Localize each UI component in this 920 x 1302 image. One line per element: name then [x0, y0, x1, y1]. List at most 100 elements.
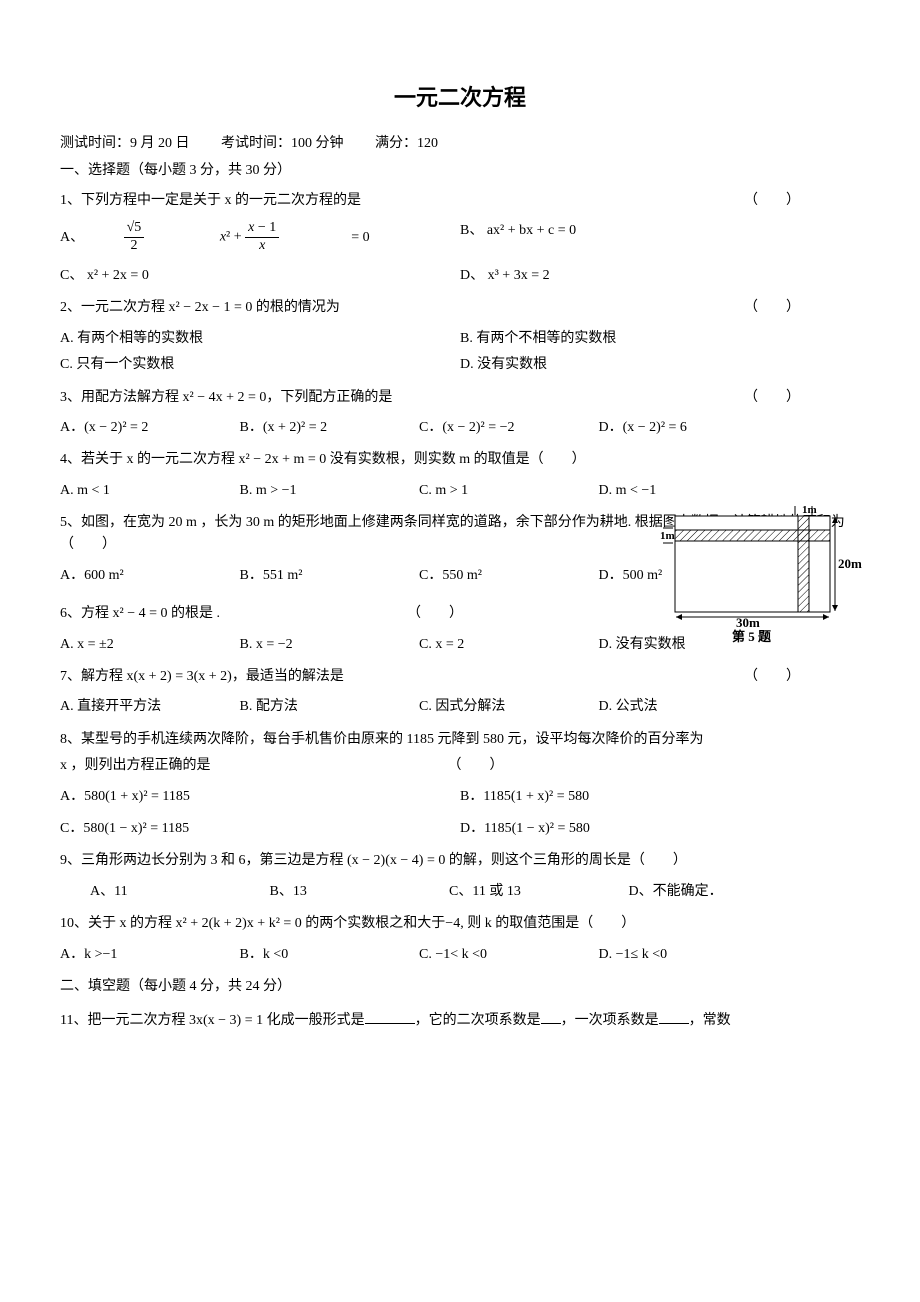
- q8-stem-b: x ，则列出方程正确的是: [60, 758, 211, 773]
- q8-optD: D．1185(1 − x)² = 580: [460, 818, 590, 840]
- duration-label: 考试时间：100 分钟: [221, 136, 344, 151]
- q11-mid1: ，它的二次项系数是: [415, 1013, 541, 1028]
- exam-meta: 测试时间：9 月 20 日 考试时间：100 分钟 满分：120: [60, 133, 860, 155]
- q11-mid2: ，一次项系数是: [561, 1013, 659, 1028]
- q9-stem: 9、三角形两边长分别为 3 和 6，第三边是方程 (x − 2)(x − 4) …: [60, 853, 687, 868]
- blank-3: [659, 1010, 689, 1024]
- diagram-caption: 第 5 题: [732, 629, 772, 644]
- q3-optC: C．(x − 2)² = −2: [419, 417, 559, 439]
- question-10: 10、关于 x 的方程 x² + 2(k + 2)x + k² = 0 的两个实…: [60, 913, 860, 935]
- q10-optB: B．k <0: [240, 944, 380, 966]
- q2-optB: B. 有两个不相等的实数根: [460, 328, 616, 350]
- q3-optD: D．(x − 2)² = 6: [599, 417, 739, 439]
- q8-paren: （ ）: [448, 758, 504, 773]
- q4-optD: D. m < −1: [599, 480, 739, 502]
- page-title: 一元二次方程: [60, 80, 860, 115]
- fraction-sqrt5-2: √52: [124, 220, 181, 255]
- q3-optA: A．(x − 2)² = 2: [60, 417, 200, 439]
- date-label: 测试时间：9 月 20 日: [60, 136, 190, 151]
- q1-options-row1: A、 √52 x² + x − 1x = 0 B、 ax² + bx + c =…: [60, 220, 860, 255]
- label-1m-top: 1m: [802, 504, 817, 516]
- question-2: 2、一元二次方程 x² − 2x − 1 = 0 的根的情况为 （ ）: [60, 297, 860, 319]
- q7-options: A. 直接开平方法 B. 配方法 C. 因式分解法 D. 公式法: [60, 696, 860, 718]
- q10-optA: A．k >−1: [60, 944, 200, 966]
- question-9: 9、三角形两边长分别为 3 和 6，第三边是方程 (x − 2)(x − 4) …: [60, 850, 860, 872]
- question-4: 4、若关于 x 的一元二次方程 x² − 2x + m = 0 没有实数根，则实…: [60, 449, 860, 471]
- label-1m-left: 1m: [660, 530, 675, 542]
- q7-stem: 7、解方程 x(x + 2) = 3(x + 2)，最适当的解法是: [60, 669, 344, 684]
- q1-options-row2: C、 x² + 2x = 0 D、 x³ + 3x = 2: [60, 265, 860, 287]
- q1-optD: D、 x³ + 3x = 2: [460, 265, 550, 287]
- q5-optA: A．600 m²: [60, 565, 200, 587]
- q6-optB: B. x = −2: [240, 634, 380, 656]
- section-1-heading: 一、选择题（每小题 3 分，共 30 分）: [60, 160, 860, 182]
- q2-paren: （ ）: [744, 297, 800, 319]
- q10-optC: C. −1< k <0: [419, 944, 559, 966]
- q1-optA: A、 √52 x² + x − 1x = 0: [60, 220, 406, 255]
- q11-mid3: ，常数: [689, 1013, 731, 1028]
- q10-options: A．k >−1 B．k <0 C. −1< k <0 D. −1≤ k <0: [60, 944, 860, 966]
- q3-stem: 3、用配方法解方程 x² − 4x + 2 = 0，下列配方正确的是: [60, 390, 392, 405]
- q10-stem: 10、关于 x 的方程 x² + 2(k + 2)x + k² = 0 的两个实…: [60, 916, 635, 931]
- q5-diagram: 1m 1m 20m 30m 第 5 题: [660, 504, 870, 652]
- q1-paren: （ ）: [744, 190, 800, 212]
- q6-stem: 6、方程 x² − 4 = 0 的根是 .: [60, 606, 220, 621]
- question-1: 1、下列方程中一定是关于 x 的一元二次方程的是 （ ）: [60, 190, 860, 212]
- q1-optA-eq: = 0: [351, 227, 369, 249]
- q2-optD: D. 没有实数根: [460, 354, 547, 376]
- q4-stem: 4、若关于 x 的一元二次方程 x² − 2x + m = 0 没有实数根，则实…: [60, 452, 586, 467]
- q7-optB: B. 配方法: [240, 696, 380, 718]
- question-11: 11、把一元二次方程 3x(x − 3) = 1 化成一般形式是 ，它的二次项系数…: [60, 1010, 860, 1032]
- q6-optC: C. x = 2: [419, 634, 559, 656]
- q9-optB: B、13: [270, 881, 410, 903]
- question-8: 8、某型号的手机连续两次降阶，每台手机售价由原来的 1185 元降到 580 元…: [60, 729, 860, 751]
- q8-optA: A．580(1 + x)² = 1185: [60, 786, 190, 808]
- q2-options-row1: A. 有两个相等的实数根 B. 有两个不相等的实数根: [60, 328, 860, 350]
- fraction-xm1-x: x − 1x: [245, 220, 315, 255]
- label-20m: 20m: [838, 556, 862, 571]
- q11-pre: 11、把一元二次方程 3x(x − 3) = 1 化成一般形式是: [60, 1013, 365, 1028]
- blank-2: [541, 1010, 561, 1024]
- q8-options-row1: A．580(1 + x)² = 1185 B．1185(1 + x)² = 58…: [60, 786, 860, 808]
- q8-optC: C．580(1 − x)² = 1185: [60, 818, 189, 840]
- q7-paren: （ ）: [744, 666, 800, 688]
- q7-optC: C. 因式分解法: [419, 696, 559, 718]
- q2-optC: C. 只有一个实数根: [60, 354, 174, 376]
- q8-options-row2: C．580(1 − x)² = 1185 D．1185(1 − x)² = 58…: [60, 818, 860, 840]
- q7-optA: A. 直接开平方法: [60, 696, 200, 718]
- section-2-heading: 二、填空题（每小题 4 分，共 24 分）: [60, 976, 860, 998]
- question-5: 5、如图，在宽为 20 m ，长为 30 m 的矩形地面上修建两条同样宽的道路，…: [60, 512, 860, 557]
- q1-optB: B、 ax² + bx + c = 0: [460, 220, 576, 242]
- q9-options: A、11 B、13 C、11 或 13 D、不能确定．: [90, 881, 860, 903]
- q2-options-row2: C. 只有一个实数根 D. 没有实数根: [60, 354, 860, 376]
- question-8b: x ，则列出方程正确的是 （ ）: [60, 755, 860, 777]
- q8-optB: B．1185(1 + x)² = 580: [460, 786, 589, 808]
- q4-options: A. m < 1 B. m > −1 C. m > 1 D. m < −1: [60, 480, 860, 502]
- q2-optA: A. 有两个相等的实数根: [60, 328, 203, 350]
- q3-paren: （ ）: [744, 387, 800, 409]
- q9-optA: A、11: [90, 881, 230, 903]
- q8-stem-a: 8、某型号的手机连续两次降阶，每台手机售价由原来的 1185 元降到 580 元…: [60, 732, 703, 747]
- question-3: 3、用配方法解方程 x² − 4x + 2 = 0，下列配方正确的是 （ ）: [60, 387, 860, 409]
- q5-optB: B．551 m²: [240, 565, 380, 587]
- q4-optA: A. m < 1: [60, 480, 200, 502]
- q9-optD: D、不能确定．: [629, 881, 769, 903]
- q1-optA-label: A、: [60, 227, 84, 249]
- q1-optC: C、 x² + 2x = 0: [60, 265, 149, 287]
- q9-optC: C、11 或 13: [449, 881, 589, 903]
- q4-optB: B. m > −1: [240, 480, 380, 502]
- q2-stem: 2、一元二次方程 x² − 2x − 1 = 0 的根的情况为: [60, 300, 340, 315]
- q3-options: A．(x − 2)² = 2 B．(x + 2)² = 2 C．(x − 2)²…: [60, 417, 860, 439]
- q5-optC: C．550 m²: [419, 565, 559, 587]
- blank-1: [365, 1010, 415, 1024]
- q10-optD: D. −1≤ k <0: [599, 944, 739, 966]
- q6-optA: A. x = ±2: [60, 634, 200, 656]
- q3-optB: B．(x + 2)² = 2: [240, 417, 380, 439]
- question-7: 7、解方程 x(x + 2) = 3(x + 2)，最适当的解法是 （ ）: [60, 666, 860, 688]
- q7-optD: D. 公式法: [599, 696, 739, 718]
- question-6: 6、方程 x² − 4 = 0 的根是 . （ ）: [60, 603, 860, 625]
- q6-paren: （ ）: [407, 606, 463, 621]
- fullmark-label: 满分：120: [375, 136, 438, 151]
- q4-optC: C. m > 1: [419, 480, 559, 502]
- q1-stem: 1、下列方程中一定是关于 x 的一元二次方程的是: [60, 193, 361, 208]
